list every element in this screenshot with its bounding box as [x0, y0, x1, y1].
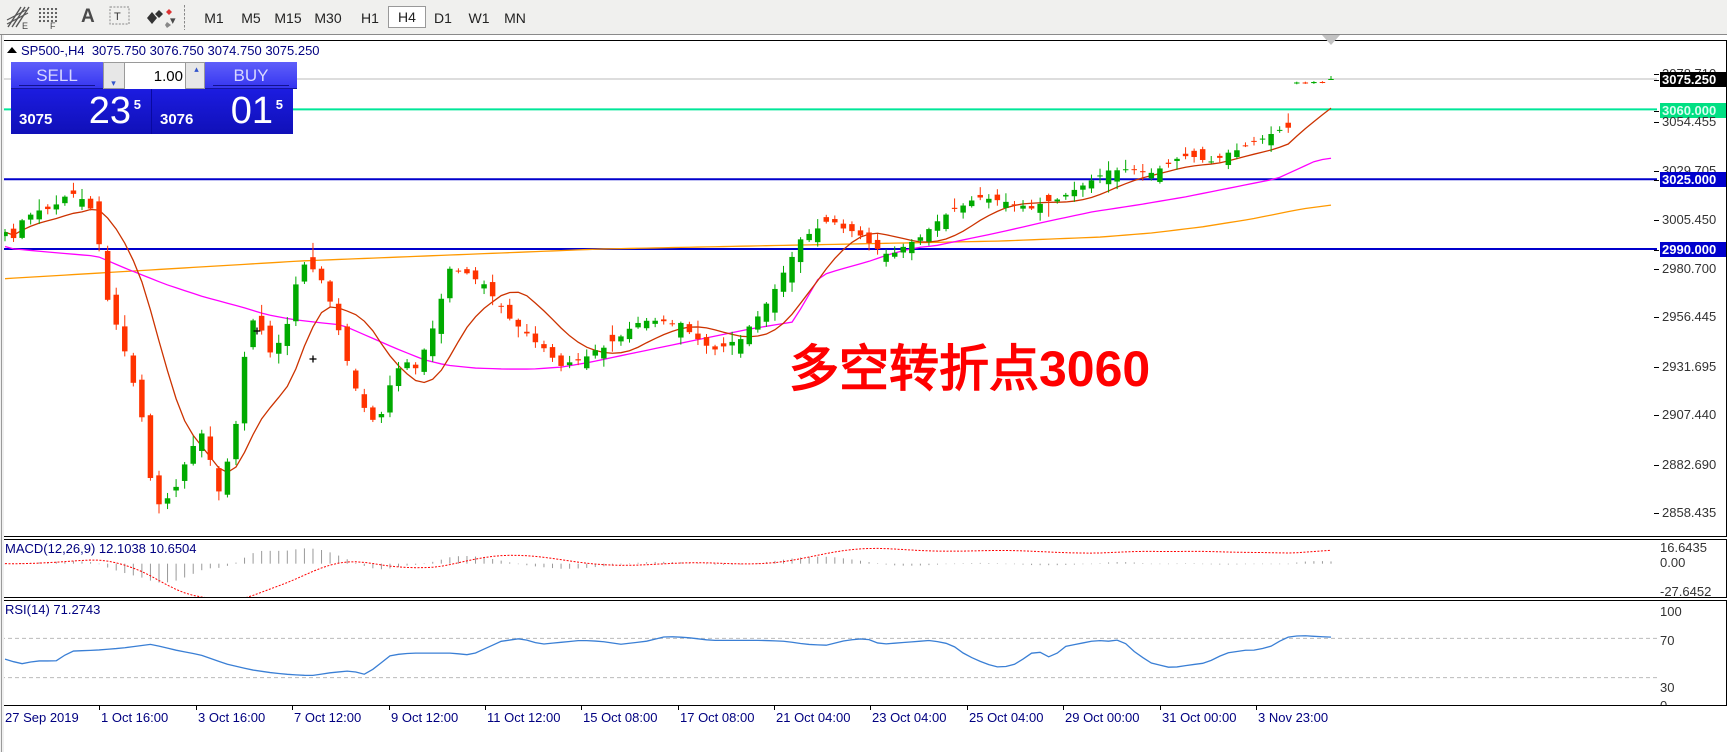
svg-text:T: T: [114, 11, 121, 23]
svg-text:E: E: [22, 21, 28, 30]
svg-text:F: F: [50, 21, 56, 30]
